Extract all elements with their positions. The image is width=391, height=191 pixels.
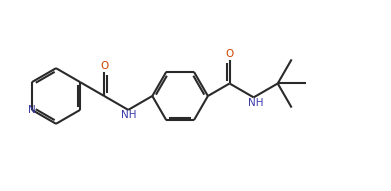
Text: N: N (28, 105, 36, 115)
Text: O: O (100, 62, 108, 71)
Text: NH: NH (122, 110, 137, 120)
Text: NH: NH (248, 98, 264, 108)
Text: O: O (226, 49, 234, 59)
